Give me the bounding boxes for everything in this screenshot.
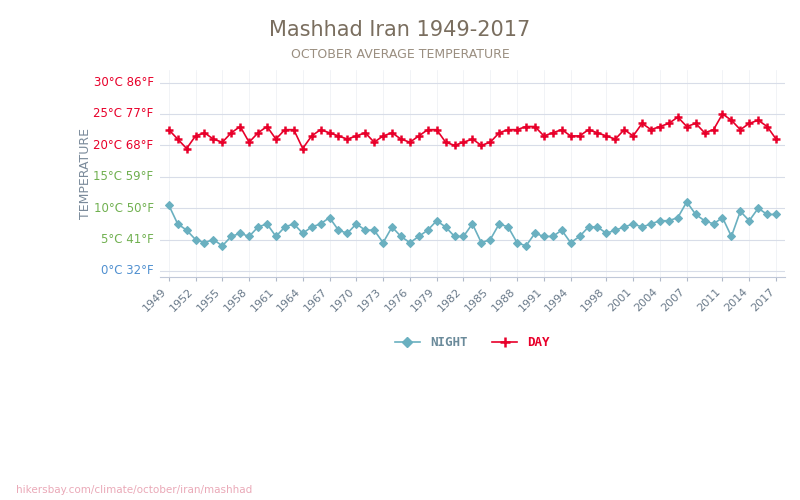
- NIGHT: [762, 212, 772, 218]
- DAY: [164, 126, 174, 132]
- NIGHT: [164, 202, 174, 208]
- Text: 0°C 32°F: 0°C 32°F: [101, 264, 154, 278]
- DAY: [638, 120, 647, 126]
- Text: OCTOBER AVERAGE TEMPERATURE: OCTOBER AVERAGE TEMPERATURE: [290, 48, 510, 60]
- DAY: [182, 146, 191, 152]
- Text: 20°C 68°F: 20°C 68°F: [94, 139, 154, 152]
- Text: Mashhad Iran 1949-2017: Mashhad Iran 1949-2017: [270, 20, 530, 40]
- Text: 15°C 59°F: 15°C 59°F: [94, 170, 154, 183]
- DAY: [289, 126, 298, 132]
- Text: 25°C 77°F: 25°C 77°F: [94, 108, 154, 120]
- NIGHT: [271, 234, 281, 239]
- Text: 5°C 41°F: 5°C 41°F: [101, 233, 154, 246]
- Line: NIGHT: NIGHT: [166, 199, 779, 248]
- NIGHT: [218, 243, 227, 249]
- DAY: [771, 136, 781, 142]
- Text: 30°C 86°F: 30°C 86°F: [94, 76, 154, 89]
- DAY: [718, 111, 727, 117]
- Line: DAY: DAY: [165, 110, 780, 152]
- DAY: [521, 124, 530, 130]
- DAY: [271, 136, 281, 142]
- NIGHT: [682, 199, 691, 205]
- NIGHT: [289, 221, 298, 227]
- Text: hikersbay.com/climate/october/iran/mashhad: hikersbay.com/climate/october/iran/mashh…: [16, 485, 252, 495]
- Text: 10°C 50°F: 10°C 50°F: [94, 202, 154, 214]
- Legend: NIGHT, DAY: NIGHT, DAY: [390, 331, 555, 354]
- NIGHT: [521, 243, 530, 249]
- NIGHT: [209, 236, 218, 242]
- DAY: [762, 124, 772, 130]
- DAY: [218, 139, 227, 145]
- NIGHT: [638, 224, 647, 230]
- NIGHT: [771, 212, 781, 218]
- Y-axis label: TEMPERATURE: TEMPERATURE: [79, 128, 92, 219]
